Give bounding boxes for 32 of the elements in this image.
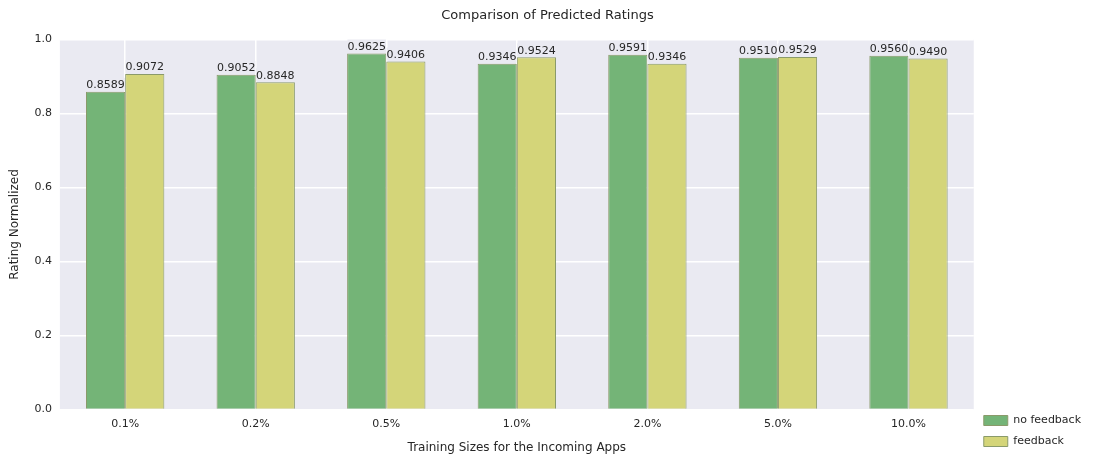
data-label: 0.9560	[869, 42, 909, 56]
x-tick-label: 10.0%	[891, 416, 926, 430]
data-label: 0.9529	[778, 43, 817, 57]
data-label: 0.9346	[478, 50, 517, 64]
data-label: 0.9346	[647, 50, 687, 64]
legend-label: feedback	[1013, 434, 1065, 448]
data-label: 0.9510	[739, 44, 778, 58]
y-axis-title: Rating Normalized	[7, 169, 22, 280]
data-label: 0.8848	[256, 68, 295, 82]
x-tick-label: 5.0%	[763, 416, 792, 430]
data-label: 0.9406	[386, 47, 426, 61]
x-tick-label: 1.0%	[502, 416, 531, 430]
y-tick-label: 0.6	[34, 180, 52, 194]
data-label: 0.9625	[347, 39, 386, 53]
y-tick-label: 0.4	[34, 254, 52, 268]
chart-title: Comparison of Predicted Ratings	[441, 7, 654, 23]
data-label: 0.9591	[608, 41, 648, 55]
y-tick-label: 0.8	[34, 106, 52, 120]
data-label: 0.9524	[517, 43, 556, 57]
legend-label: no feedback	[1013, 413, 1082, 427]
x-axis-title: Training Sizes for the Incoming Apps	[406, 439, 627, 454]
y-tick-label: 0.2	[34, 328, 52, 342]
x-tick-label: 0.5%	[372, 416, 401, 430]
y-tick-label: 1.0	[34, 32, 52, 46]
x-tick-label: 0.1%	[111, 416, 140, 430]
data-label: 0.8589	[86, 78, 125, 92]
data-label: 0.9490	[908, 44, 948, 58]
x-tick-label: 0.2%	[241, 416, 270, 430]
data-label: 0.9052	[216, 61, 256, 75]
y-tick-label: 0.0	[34, 402, 52, 416]
x-tick-label: 2.0%	[633, 416, 662, 430]
data-label: 0.9072	[125, 60, 164, 74]
